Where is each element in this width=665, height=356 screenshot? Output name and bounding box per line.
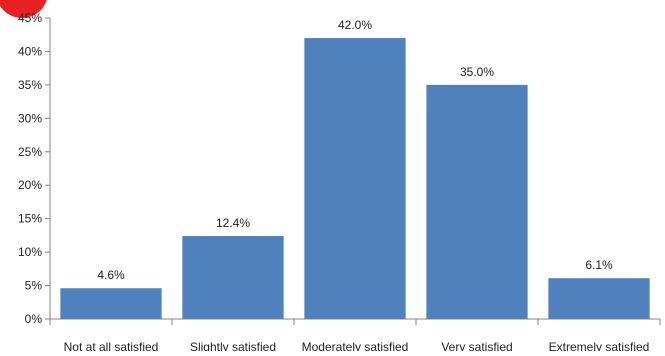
data-label: 42.0% xyxy=(338,18,372,32)
data-label: 12.4% xyxy=(216,216,250,230)
bar xyxy=(60,288,162,319)
y-tick-label: 40% xyxy=(18,44,42,58)
bar xyxy=(548,278,650,319)
bar xyxy=(426,84,528,319)
y-tick-label: 20% xyxy=(18,178,42,192)
bar xyxy=(182,236,284,319)
y-tick-label: 10% xyxy=(18,245,42,259)
data-labels: 4.6% 12.4% 42.0% 35.0% 6.1% xyxy=(97,18,613,282)
data-label: 6.1% xyxy=(585,258,613,272)
x-axis: Not at all satisfied Slightly satisfied Mo… xyxy=(49,318,661,354)
x-category-label: Slightly satisfied xyxy=(190,340,276,351)
y-tick-label: 15% xyxy=(18,212,42,226)
x-category-label: Not at all satisfied xyxy=(64,340,159,351)
data-label: 35.0% xyxy=(460,65,494,79)
corner-badge xyxy=(0,0,47,18)
y-tick-label: 5% xyxy=(25,279,43,293)
x-category-label: Moderately satisfied xyxy=(302,340,409,351)
y-tick-label: 45% xyxy=(18,11,42,25)
data-label: 4.6% xyxy=(97,268,125,282)
y-tick-label: 35% xyxy=(18,78,42,92)
y-axis: 0% 5% 10% 15% 20% 25% 30% 35% 40% 45% xyxy=(18,11,51,326)
x-category-label: Extremely satisfied xyxy=(549,340,650,351)
bar xyxy=(304,38,406,320)
y-tick-label: 30% xyxy=(18,111,42,125)
y-tick-label: 25% xyxy=(18,145,42,159)
bars xyxy=(60,38,650,320)
x-category-label: Very satisfied xyxy=(441,340,512,351)
y-tick-label: 0% xyxy=(25,312,43,326)
